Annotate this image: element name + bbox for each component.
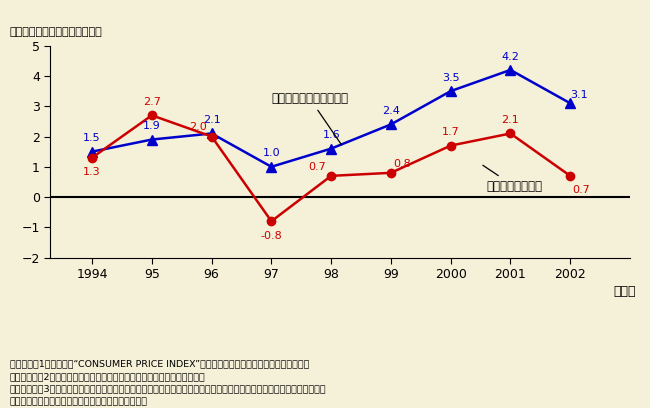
Text: 財（米国－日本）: 財（米国－日本）	[483, 165, 543, 193]
Text: 2.1: 2.1	[203, 115, 220, 125]
Text: （対前年比の差：％ポイント）: （対前年比の差：％ポイント）	[10, 27, 103, 37]
Text: 1.0: 1.0	[263, 149, 280, 158]
Text: 1.9: 1.9	[143, 121, 161, 131]
Text: 0.7: 0.7	[308, 162, 326, 172]
Text: 1.5: 1.5	[83, 133, 101, 143]
Text: 2.0: 2.0	[189, 122, 207, 132]
Text: 0.8: 0.8	[393, 159, 411, 169]
Text: 2.7: 2.7	[143, 97, 161, 107]
Text: -0.8: -0.8	[261, 231, 282, 241]
Text: 3.5: 3.5	[442, 73, 460, 83]
Text: 2.4: 2.4	[382, 106, 400, 116]
Text: 1.6: 1.6	[322, 130, 340, 140]
Text: 1.7: 1.7	[442, 127, 460, 137]
Text: 3.1: 3.1	[569, 91, 588, 100]
Text: 0.7: 0.7	[573, 185, 590, 195]
Text: （年）: （年）	[613, 285, 636, 298]
Text: 2.1: 2.1	[502, 115, 519, 125]
Text: 4.2: 4.2	[502, 51, 519, 62]
Text: 1.3: 1.3	[83, 167, 101, 177]
Text: （備考）　1．米労働省“CONSUMER PRICE INDEX”、総務省「消費者物価指数」により作成。
　　　　　　2．財、サービスともに米国と日本の対前年物: （備考） 1．米労働省“CONSUMER PRICE INDEX”、総務省「消費…	[10, 359, 326, 406]
Text: サービス（米国－日本）: サービス（米国－日本）	[272, 92, 348, 145]
